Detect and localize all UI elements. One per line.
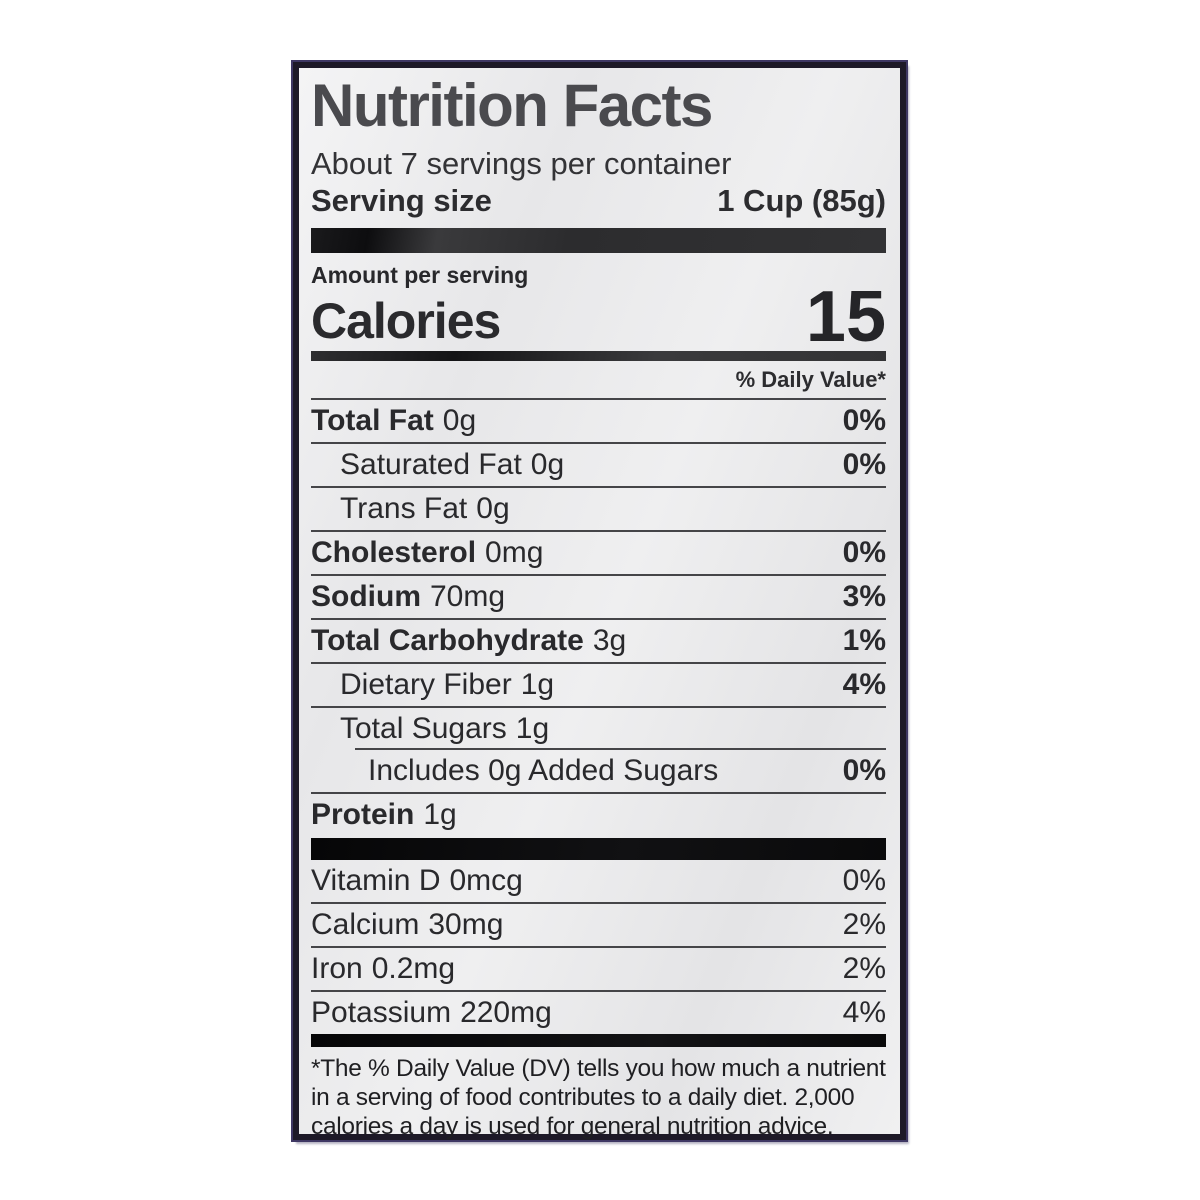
nutrient-name: Total Carbohydrate (311, 624, 584, 657)
nutrient-row: Total Sugars 1g (311, 706, 886, 750)
micronutrient-row: Calcium 30mg 2% (311, 902, 886, 946)
separator-bar-medium (311, 351, 886, 361)
micronutrient-amount: 0mcg (449, 864, 523, 897)
micronutrient-name: Vitamin D (311, 864, 441, 897)
calories-value: 15 (805, 277, 886, 357)
nutrient-name: Dietary Fiber (340, 668, 512, 701)
nutrient-row: Total Fat 0g 0% (311, 398, 886, 442)
nutrient-dv: 0% (842, 404, 886, 437)
micronutrient-row: Potassium 220mg 4% (311, 990, 886, 1034)
micronutrient-amount: 220mg (460, 996, 552, 1029)
nutrient-name: Trans Fat (340, 492, 468, 525)
nutrient-amount: 3g (592, 624, 627, 657)
nutrient-row: Cholesterol 0mg 0% (311, 530, 886, 574)
micronutrient-row: Iron 0.2mg 2% (311, 946, 886, 990)
nutrient-amount: 1g (423, 798, 457, 831)
nutrient-dv: 0% (842, 536, 886, 569)
nutrient-name: Cholesterol (311, 536, 477, 569)
nutrient-name: Protein (311, 798, 415, 831)
nutrient-dv: 3% (842, 580, 886, 613)
nutrient-row: Sodium 70mg 3% (311, 574, 886, 618)
serving-size-value: 1 Cup (85g) (717, 183, 886, 218)
separator-bar-thick-middle (311, 838, 886, 860)
separator-bar-thick-bottom (311, 1034, 886, 1047)
nutrient-name: Total Sugars (340, 712, 507, 745)
daily-value-header: % Daily Value* (735, 367, 886, 392)
calories-row: Calories 15 (311, 277, 886, 357)
nutrient-dv: 4% (842, 668, 886, 701)
separator-bar-thick-top (311, 228, 886, 253)
nutrient-amount: 70mg (430, 580, 506, 613)
nutrient-row: Dietary Fiber 1g 4% (311, 662, 886, 706)
nutrient-amount: 0g (476, 492, 510, 525)
calories-label: Calories (311, 293, 501, 349)
footnote-text: *The % Daily Value (DV) tells you how mu… (311, 1055, 886, 1140)
nutrient-dv: 0% (842, 754, 886, 787)
nutrient-name: Sodium (311, 580, 421, 613)
nutrient-name: Includes 0g Added Sugars (368, 754, 719, 787)
nutrient-amount: 0g (442, 404, 477, 437)
nutrient-dv: 0% (842, 448, 886, 481)
nutrient-rows: Total Fat 0g 0% Saturated Fat 0g 0% Trans … (311, 398, 886, 836)
nutrient-dv: 1% (842, 624, 886, 657)
micronutrient-amount: 30mg (428, 908, 504, 941)
micronutrient-dv: 2% (842, 908, 886, 941)
nutrient-name: Saturated Fat (340, 448, 522, 481)
nutrient-amount: 1g (520, 668, 555, 701)
nutrient-row: Total Carbohydrate 3g 1% (311, 618, 886, 662)
nutrient-name: Total Fat (311, 404, 434, 437)
micronutrient-dv: 2% (842, 952, 886, 985)
serving-size-label: Serving size (311, 183, 492, 218)
micronutrient-row: Vitamin D 0mcg 0% (311, 860, 886, 902)
micronutrient-rows: Vitamin D 0mcg 0% Calcium 30mg 2% Iron 0.2m… (311, 860, 886, 1034)
micronutrient-name: Iron (311, 952, 363, 985)
nutrition-label: Nutrition Facts About 7 servings per con… (293, 62, 906, 1140)
micronutrient-dv: 4% (842, 996, 886, 1029)
nutrient-row: Trans Fat 0g (311, 486, 886, 530)
serving-size-row: Serving size 1 Cup (85g) (311, 182, 886, 220)
nutrient-amount: 1g (515, 712, 550, 745)
amount-per-serving-label: Amount per serving (311, 262, 529, 288)
label-title: Nutrition Facts (311, 72, 713, 139)
nutrient-row: Saturated Fat 0g 0% (311, 442, 886, 486)
micronutrient-amount: 0.2mg (371, 952, 456, 985)
nutrient-amount: 0g (530, 448, 565, 481)
nutrient-row: Includes 0g Added Sugars 0% (311, 748, 886, 792)
micronutrient-name: Potassium (311, 996, 452, 1029)
micronutrient-dv: 0% (842, 864, 886, 897)
servings-per-container: About 7 servings per container (311, 146, 732, 181)
nutrient-row: Protein 1g (311, 792, 886, 836)
micronutrient-name: Calcium (311, 908, 420, 941)
nutrient-amount: 0mg (485, 536, 544, 569)
